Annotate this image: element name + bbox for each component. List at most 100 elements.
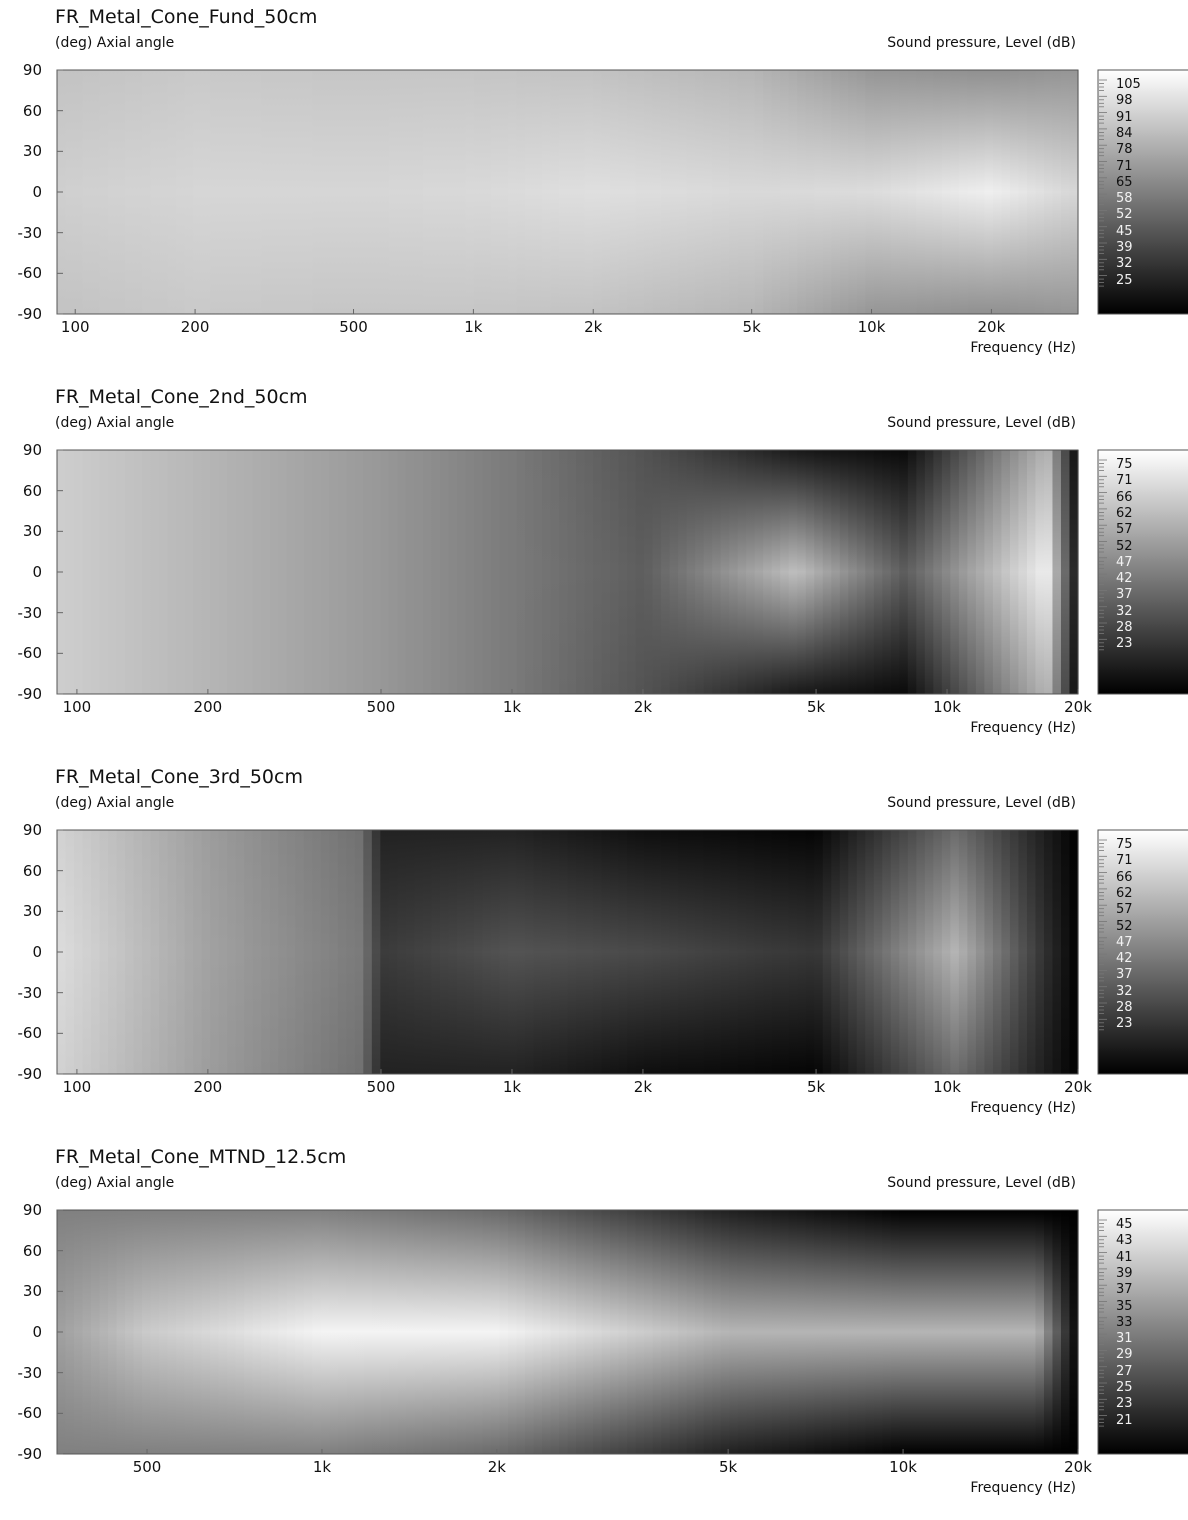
colorbar-tick-label: 78: [1116, 142, 1133, 158]
heatmap-column: [695, 70, 705, 314]
heatmap-column: [439, 1210, 449, 1454]
heatmap-column: [65, 450, 75, 694]
heatmap-column: [941, 70, 951, 314]
colorbar-tick-label: 47: [1116, 554, 1133, 570]
heatmap-column: [524, 70, 535, 314]
colorbar-tick-label: 23: [1116, 1016, 1133, 1032]
y-tick-label: 90: [22, 1201, 42, 1219]
heatmap-column: [320, 450, 330, 694]
heatmap-column: [831, 450, 841, 694]
heatmap-column: [329, 1210, 339, 1454]
heatmap-column: [882, 1210, 892, 1454]
heatmap-column: [703, 450, 713, 694]
heatmap-column: [490, 70, 501, 314]
heatmap-column: [541, 830, 552, 1074]
heatmap-column: [822, 1210, 832, 1454]
heatmap-column: [567, 450, 577, 694]
colorbar-tick-label: 31: [1116, 1331, 1133, 1347]
heatmap-column: [116, 450, 126, 694]
heatmap-column: [737, 1210, 747, 1454]
heatmap-column: [252, 450, 262, 694]
heatmap-column: [627, 70, 637, 314]
heatmap-svg: [56, 829, 1188, 1075]
heatmap-column: [533, 830, 543, 1074]
heatmap-column: [950, 450, 960, 694]
heatmap-column: [388, 450, 398, 694]
heatmap-column: [1043, 70, 1054, 314]
heatmap-column: [797, 1210, 807, 1454]
heatmap-column: [1035, 1210, 1045, 1454]
colorbar-tick-label: 52: [1116, 538, 1133, 554]
x-tick-label: 5k: [806, 698, 826, 716]
colorbar-tick-label: 98: [1116, 93, 1133, 109]
colorbar-tick-label: 45: [1116, 223, 1133, 239]
heatmap-column: [992, 70, 1003, 314]
colorbar-tick-label: 65: [1116, 174, 1133, 190]
heatmap-column: [439, 70, 449, 314]
heatmap-column: [116, 70, 126, 314]
heatmap-column: [729, 1210, 739, 1454]
heatmap-column: [814, 830, 824, 1074]
x-tick-label: 2k: [487, 1458, 506, 1476]
heatmap-column: [108, 830, 118, 1074]
heatmap-column: [678, 1210, 688, 1454]
heatmap-column: [354, 1210, 364, 1454]
heatmap-column: [303, 1210, 313, 1454]
heatmap-column: [210, 70, 220, 314]
heatmap-column: [482, 830, 492, 1074]
x-tick-label: 10k: [889, 1458, 917, 1476]
heatmap-column: [201, 70, 211, 314]
heatmap-column: [414, 70, 424, 314]
heatmap-column: [686, 70, 696, 314]
heatmap-column: [507, 830, 518, 1074]
heatmap-column: [686, 450, 696, 694]
heatmap-column: [473, 1210, 484, 1454]
heatmap-column: [414, 1210, 424, 1454]
heatmap-panel: FR_Metal_Cone_2nd_50cm (deg) Axial angle S…: [0, 380, 1188, 760]
heatmap-column: [388, 830, 398, 1074]
heatmap-column: [839, 70, 849, 314]
heatmap-column: [746, 830, 756, 1074]
heatmap-column: [678, 70, 688, 314]
x-tick-label: 500: [339, 318, 368, 336]
heatmap-column: [822, 450, 832, 694]
heatmap-column: [865, 1210, 875, 1454]
heatmap-column: [133, 1210, 143, 1454]
heatmap-column: [1009, 830, 1020, 1074]
heatmap-column: [1001, 450, 1011, 694]
heatmap-column: [805, 70, 815, 314]
colorbar-tick-label: 42: [1116, 571, 1133, 587]
heatmap-column: [712, 830, 722, 1074]
heatmap-column: [771, 1210, 781, 1454]
heatmap-column: [524, 1210, 535, 1454]
heatmap-column: [82, 70, 92, 314]
heatmap-column: [933, 830, 943, 1074]
heatmap-column: [610, 1210, 620, 1454]
heatmap-column: [422, 830, 432, 1074]
heatmap-column: [269, 70, 279, 314]
x-tick-label: 200: [193, 1078, 223, 1096]
heatmap-column: [975, 70, 986, 314]
heatmap-column: [465, 450, 475, 694]
y-axis-label: (deg) Axial angle: [55, 415, 175, 431]
heatmap-column: [907, 70, 917, 314]
heatmap-column: [193, 450, 203, 694]
heatmap-column: [924, 70, 934, 314]
heatmap-column: [678, 830, 688, 1074]
heatmap-column: [244, 70, 254, 314]
heatmap-column: [882, 70, 892, 314]
heatmap-column: [91, 1210, 101, 1454]
heatmap-column: [371, 1210, 381, 1454]
heatmap-column: [873, 1210, 883, 1454]
heatmap-column: [661, 450, 671, 694]
heatmap-column: [1009, 450, 1020, 694]
heatmap-column: [422, 450, 432, 694]
heatmap-column: [635, 830, 645, 1074]
heatmap-column: [873, 830, 883, 1074]
heatmap-column: [82, 450, 92, 694]
heatmap-column: [1001, 830, 1011, 1074]
heatmap-column: [499, 450, 509, 694]
colorbar-tick-label: 42: [1116, 951, 1133, 967]
heatmap-column: [1060, 830, 1071, 1074]
heatmap-column: [448, 830, 458, 1074]
